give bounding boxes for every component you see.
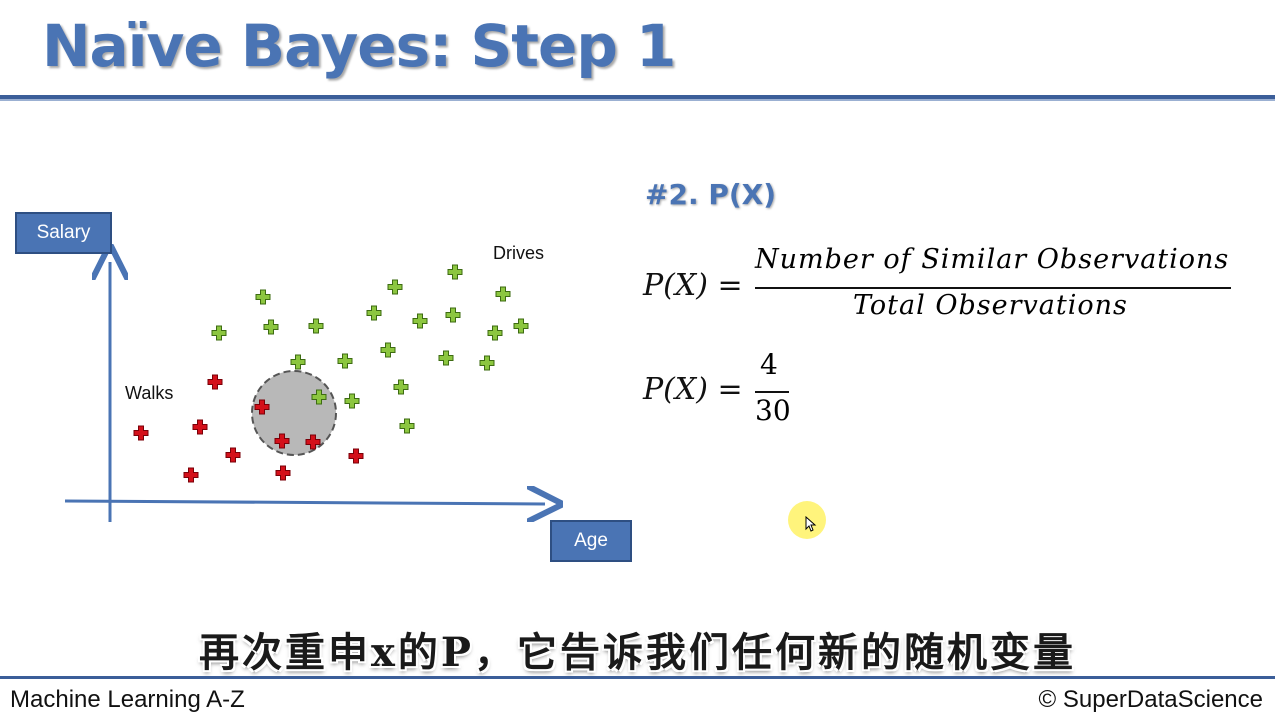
drives-point — [479, 355, 495, 371]
drives-point — [513, 318, 529, 334]
drives-point — [337, 353, 353, 369]
formula2-lhs: P(X) = — [643, 372, 743, 407]
drives-point — [211, 325, 227, 341]
drives-point — [438, 350, 454, 366]
formula2-fraction-bar — [755, 391, 789, 393]
title-divider — [0, 95, 1275, 101]
drives-point — [393, 379, 409, 395]
drives-point — [412, 313, 428, 329]
similarity-circle — [251, 370, 337, 456]
video-subtitle: 再次重申x的P，它告诉我们任何新的随机变量 — [199, 629, 1076, 676]
walks-point — [225, 447, 241, 463]
formula2-numerator: 4 — [760, 348, 778, 381]
formula2-denominator: 30 — [755, 394, 791, 427]
drives-label: Drives — [493, 243, 545, 263]
drives-point — [255, 289, 271, 305]
formula1-denominator: Total Observations — [853, 290, 1128, 321]
footer-divider — [0, 676, 1275, 679]
drives-point — [387, 279, 403, 295]
formula1-fraction-bar — [755, 287, 1231, 289]
walks-point — [274, 433, 290, 449]
drives-point — [495, 286, 511, 302]
walks-point — [133, 425, 149, 441]
footer-copyright: © SuperDataScience — [1038, 686, 1263, 713]
drives-point — [447, 264, 463, 280]
drives-point — [308, 318, 324, 334]
walks-point — [254, 399, 270, 415]
drives-point — [263, 319, 279, 335]
scatter-plot — [64, 0, 660, 600]
walks-point — [192, 419, 208, 435]
drives-point — [399, 418, 415, 434]
footer-course-name: Machine Learning A-Z — [10, 686, 245, 713]
drives-point — [311, 389, 327, 405]
drives-point — [380, 342, 396, 358]
salary-axis-label: Salary — [15, 212, 112, 254]
slide-title: Naïve Bayes: Step 1 — [42, 12, 676, 80]
mouse-cursor-icon — [805, 516, 817, 532]
walks-point — [207, 374, 223, 390]
drives-point — [344, 393, 360, 409]
formula1-lhs: P(X) = — [643, 268, 743, 303]
drives-point — [290, 354, 306, 370]
drives-point — [366, 305, 382, 321]
walks-label: Walks — [125, 383, 174, 403]
age-axis-label: Age — [550, 520, 632, 562]
x-axis — [64, 501, 545, 504]
walks-point — [348, 448, 364, 464]
step-heading: #2. P(X) — [645, 178, 777, 211]
walks-point — [183, 467, 199, 483]
drives-point — [445, 307, 461, 323]
walks-point — [305, 434, 321, 450]
drives-point — [487, 325, 503, 341]
walks-point — [275, 465, 291, 481]
formula1-numerator: Number of Similar Observations — [755, 244, 1230, 275]
